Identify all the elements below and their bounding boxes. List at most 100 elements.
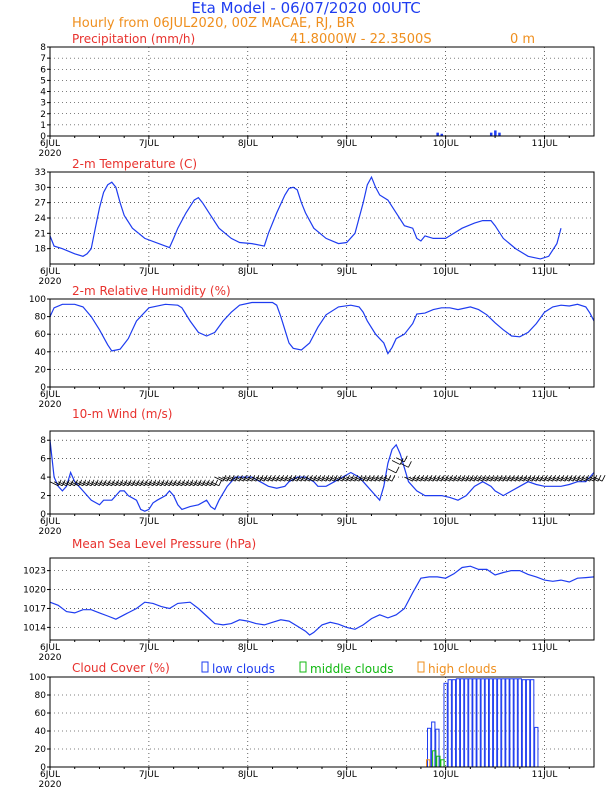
wind-barb	[156, 481, 166, 487]
wind-barb	[198, 481, 207, 487]
wind-barb	[53, 481, 63, 487]
xtick-label: 7JUL	[139, 390, 159, 400]
wind-barb-flag	[597, 474, 602, 482]
ytick-label: 80	[35, 691, 47, 701]
plot-frame	[49, 557, 595, 641]
cloud-bar-middle	[436, 755, 441, 768]
wind-barb	[66, 481, 75, 487]
ytick-label: 60	[35, 330, 47, 340]
ytick-label: 24	[35, 214, 47, 224]
ytick-label: 18	[35, 245, 47, 255]
wind-barb	[161, 481, 170, 487]
plot-frame	[49, 430, 595, 515]
xtick-label: 8JUL	[238, 643, 258, 653]
wind-barb	[494, 476, 504, 482]
wind-barb	[148, 481, 158, 487]
wind-barb	[371, 476, 380, 482]
ytick-label: 4	[40, 88, 46, 98]
wind-barb	[239, 476, 248, 482]
wind-barb	[523, 476, 533, 482]
xtick-label: 7JUL	[139, 267, 159, 277]
wind-barb-flag	[395, 466, 400, 474]
cloud-bar-low	[492, 678, 498, 768]
wind-barb	[548, 476, 557, 482]
wind-barb	[330, 476, 339, 482]
wind-barb	[412, 476, 421, 482]
wind-barb	[564, 476, 574, 482]
wind-barb	[292, 476, 302, 482]
wind-barb	[309, 476, 318, 482]
xtick-year: 2020	[39, 653, 62, 663]
wind-barb	[507, 476, 516, 482]
panel-2-m-temperature-c: 2-m Temperature (C) 18 21 24 27 30 33 6JUL 7JUL 8…	[35, 157, 595, 287]
wind-barb	[593, 476, 603, 482]
xtick-label: 8JUL	[238, 517, 258, 527]
wind-barb	[515, 476, 524, 482]
xtick-label: 8JUL	[238, 139, 258, 149]
wind-barb	[107, 481, 116, 487]
wind-barb	[457, 476, 467, 482]
xtick-label: 10JUL	[433, 390, 459, 400]
wind-barb	[321, 476, 331, 482]
ytick-label: 40	[35, 348, 47, 358]
wind-barb	[82, 481, 92, 487]
wind-barb	[490, 476, 500, 482]
xtick-label: 9JUL	[337, 643, 357, 653]
wind-barb	[404, 476, 413, 482]
wind-barb	[560, 476, 570, 482]
ytick-label: 40	[35, 727, 47, 737]
xtick-label: 6JUL	[40, 770, 60, 780]
wind-barb-flag	[601, 474, 606, 482]
wind-barb	[334, 476, 343, 482]
wind-barb	[218, 476, 228, 482]
wind-barb	[268, 476, 277, 482]
wind-barb	[280, 476, 290, 482]
ytick-label: 27	[35, 199, 46, 209]
wind-barb	[499, 476, 508, 482]
cloud-bar-low	[513, 678, 518, 768]
ytick-label: 33	[35, 168, 46, 178]
wind-barb	[91, 481, 100, 487]
ytick-label: 80	[35, 313, 47, 323]
wind-barbs	[49, 455, 606, 487]
wind-barb	[379, 476, 388, 482]
wind-barb	[206, 481, 215, 487]
wind-barb	[49, 481, 59, 487]
cloud-bar-low	[521, 679, 527, 768]
cloud-bar-middle	[432, 750, 437, 768]
xtick-label: 9JUL	[337, 267, 357, 277]
xtick-label: 9JUL	[337, 139, 357, 149]
wind-barb	[136, 481, 145, 487]
wind-barb	[111, 481, 121, 487]
cloud-bar-low	[427, 727, 432, 768]
ytick-label: 6	[40, 455, 46, 465]
wind-barb	[272, 476, 281, 482]
ytick-label: 60	[35, 709, 47, 719]
wind-barb	[503, 476, 512, 482]
wind-barb	[577, 476, 586, 482]
panel-cloud-cover: Cloud Cover (%) 0 20 40 60 80 100 6JUL 7JUL 8JUL 9…	[29, 661, 595, 790]
wind-barb	[391, 460, 401, 465]
wind-barb	[420, 476, 430, 482]
wind-barb	[573, 476, 582, 482]
wind-barb	[128, 481, 137, 487]
cloud-bar-low	[484, 678, 489, 768]
cloud-bar-low	[488, 678, 494, 768]
xtick-label: 11JUL	[532, 643, 558, 653]
ytick-label: 5	[40, 76, 46, 86]
cloud-bar-low	[517, 678, 522, 768]
xtick-label: 10JUL	[433, 643, 459, 653]
wind-barb	[227, 476, 236, 482]
wind-barb	[210, 481, 220, 487]
series-line	[49, 565, 595, 636]
wind-barb	[222, 476, 232, 482]
cloud-bar-low	[525, 679, 531, 768]
ytick-label: 0	[40, 763, 46, 773]
cloud-legend: low clouds middle clouds high clouds	[201, 661, 497, 676]
wind-barb	[194, 481, 203, 487]
wind-barb	[173, 481, 182, 487]
wind-barb	[466, 476, 475, 482]
wind-barb	[428, 476, 438, 482]
wind-barb	[354, 476, 364, 482]
wind-barb	[95, 481, 104, 487]
